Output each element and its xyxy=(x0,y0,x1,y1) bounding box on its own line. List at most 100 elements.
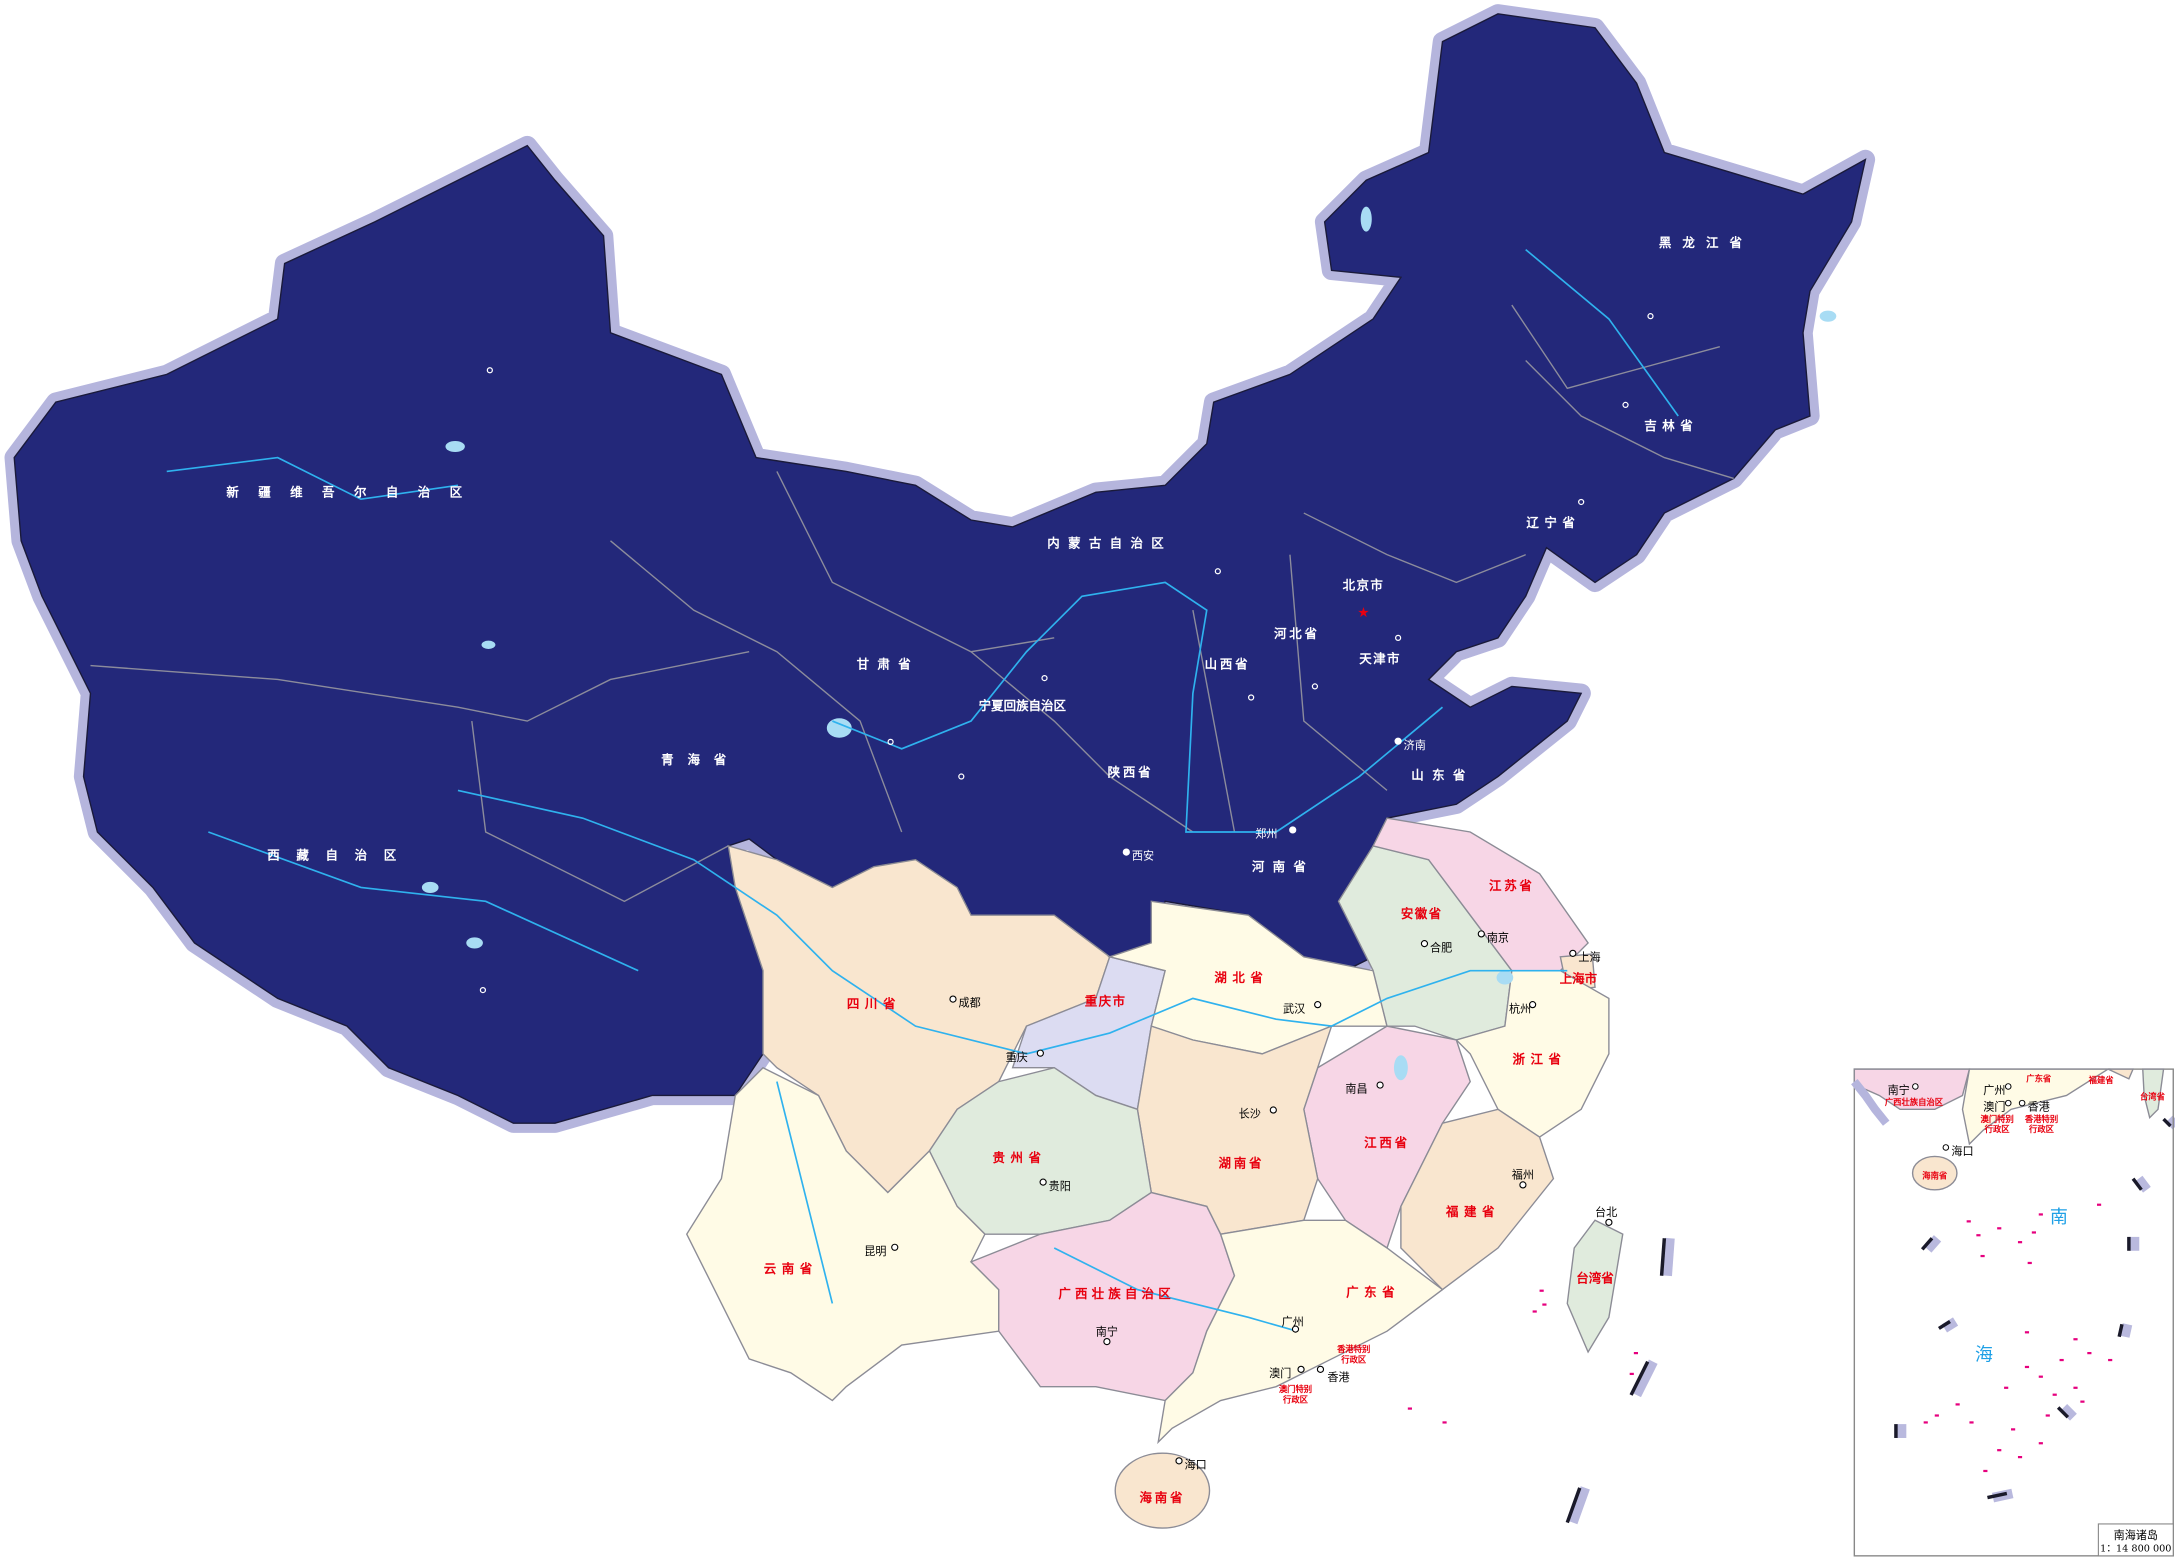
island-marker xyxy=(1997,1227,2002,1230)
inset-city-label: 海口 xyxy=(1951,1144,1973,1158)
city-marker xyxy=(891,1243,899,1251)
inset-city-label: 澳门 xyxy=(1983,1100,2005,1114)
capital-star-icon: ★ xyxy=(1357,605,1369,621)
province-label: 重庆市 xyxy=(1085,993,1127,1008)
province-border xyxy=(1511,304,1721,390)
city-label: 合肥 xyxy=(1430,940,1452,954)
boundary-dash xyxy=(1565,1487,1582,1524)
boundary-dash xyxy=(2131,1177,2143,1191)
island-marker xyxy=(1442,1421,1447,1424)
province-label: 广西壮族自治区 xyxy=(1058,1286,1174,1301)
inset-frame xyxy=(1853,1068,2174,1557)
boundary-dash xyxy=(2056,1406,2070,1419)
inset-label: 福建省 xyxy=(2088,1075,2115,1085)
capital-marker xyxy=(1622,401,1629,409)
island-marker xyxy=(1934,1414,1939,1417)
city-marker xyxy=(1039,1178,1047,1186)
island-marker xyxy=(1633,1352,1639,1355)
city-label: 西安 xyxy=(1132,849,1154,863)
city-label: 贵阳 xyxy=(1049,1180,1071,1193)
island-marker xyxy=(1969,1421,1974,1424)
boundary-dash xyxy=(1920,1237,1934,1251)
city-label: 郑州 xyxy=(1255,827,1277,841)
capital-marker xyxy=(887,738,894,745)
inset-city-marker xyxy=(1942,1144,1950,1151)
city-marker xyxy=(1269,1106,1277,1114)
island-marker xyxy=(2087,1352,2092,1355)
island-marker xyxy=(1629,1372,1634,1376)
province-label: 台湾省 xyxy=(1576,1271,1614,1286)
island-marker xyxy=(1955,1403,1960,1406)
boundary-dash-shade xyxy=(2119,1323,2133,1338)
island-marker xyxy=(2059,1358,2064,1362)
inset-title: 南海诸岛 xyxy=(2114,1528,2158,1542)
province-border xyxy=(970,651,1194,833)
city-label: 南昌 xyxy=(1345,1083,1367,1096)
capital-marker xyxy=(958,773,965,780)
island-marker xyxy=(2096,1203,2102,1206)
inset-guangdong xyxy=(1961,1068,2111,1146)
capital-marker xyxy=(486,367,493,374)
northern-provinces-region xyxy=(13,13,1867,1124)
inset-city-label: 广州 xyxy=(1983,1084,2005,1097)
island-marker xyxy=(2073,1386,2078,1389)
province-label: 上海市 xyxy=(1560,971,1598,986)
island-marker xyxy=(2080,1400,2085,1403)
inset-city-marker xyxy=(2004,1099,2012,1107)
lake xyxy=(445,440,465,453)
inset-city-label: 香港 xyxy=(2028,1101,2050,1114)
city-marker xyxy=(1420,940,1429,948)
city-label: 南宁 xyxy=(1096,1324,1118,1338)
province-fujian xyxy=(1400,1108,1555,1291)
city-label: 武汉 xyxy=(1283,1002,1305,1015)
city-label: 海口 xyxy=(1185,1457,1207,1471)
lake xyxy=(421,881,439,894)
province-label: 甘肃省 xyxy=(857,656,919,671)
inset-city-marker xyxy=(2004,1083,2012,1090)
province-label: 江苏省 xyxy=(1489,878,1535,893)
inset-label: 海南省 xyxy=(1922,1171,1948,1181)
river xyxy=(1525,248,1679,417)
city-label: 长沙 xyxy=(1239,1108,1261,1121)
island-marker xyxy=(1976,1234,1981,1237)
province-label: 吉林省 xyxy=(1644,418,1698,433)
province-label: 福建省 xyxy=(1445,1204,1500,1219)
city-marker xyxy=(1175,1457,1183,1465)
island-marker xyxy=(1997,1449,2002,1452)
city-label: 台北 xyxy=(1595,1205,1617,1219)
river xyxy=(208,831,639,972)
island-marker xyxy=(2038,1213,2043,1216)
boundary-dash-shade xyxy=(1662,1237,1675,1277)
province-border xyxy=(610,540,903,833)
island-marker xyxy=(1923,1421,1928,1424)
island-marker xyxy=(1539,1289,1544,1292)
city-label: 香港 xyxy=(1327,1371,1349,1384)
city-label: 济南 xyxy=(1404,738,1426,752)
island-marker xyxy=(2108,1358,2113,1362)
islands-layer xyxy=(1407,1203,2113,1473)
city-marker xyxy=(1314,1001,1322,1009)
city-label: 杭州 xyxy=(1509,1001,1531,1015)
boundary-dash-shade xyxy=(2060,1404,2077,1421)
province-label: 山东省 xyxy=(1411,767,1473,782)
land-layer xyxy=(4,4,1876,1529)
province-border xyxy=(90,651,750,722)
province-label: 北京市 xyxy=(1343,577,1385,592)
province-label: 河北省 xyxy=(1274,626,1320,641)
province-guangdong xyxy=(1157,1219,1444,1445)
province-label: 云南省 xyxy=(764,1261,818,1276)
city-marker xyxy=(1376,1081,1384,1089)
province-taiwan xyxy=(1566,1219,1624,1354)
city-marker xyxy=(1103,1337,1111,1346)
boundary-dash xyxy=(2117,1323,2124,1338)
island-marker xyxy=(2024,1331,2030,1334)
island-marker xyxy=(2011,1428,2016,1431)
island-marker xyxy=(2027,1261,2032,1265)
inset-hainan xyxy=(1911,1155,1958,1191)
inset-city-marker xyxy=(2018,1099,2026,1107)
province-yunnan xyxy=(685,1066,1000,1402)
island-marker xyxy=(1532,1310,1537,1313)
inset-label: 香港特别行政区 xyxy=(2024,1114,2058,1134)
city-label: 广州 xyxy=(1282,1316,1304,1329)
